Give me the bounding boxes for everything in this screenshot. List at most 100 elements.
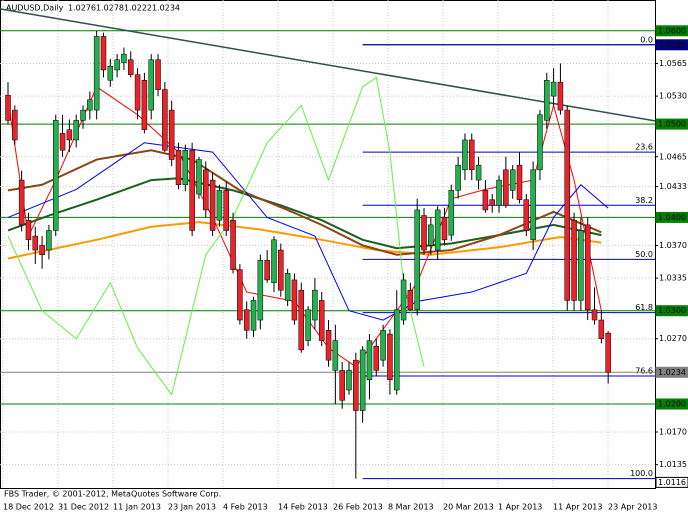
candle-body xyxy=(318,300,325,341)
candle-body xyxy=(257,260,264,321)
price-box xyxy=(655,39,688,51)
candle-body xyxy=(373,345,380,371)
candle-body xyxy=(359,349,366,411)
candle-body xyxy=(278,249,284,291)
candle-body xyxy=(216,190,223,221)
candle-body xyxy=(400,279,407,321)
candle-body xyxy=(80,109,86,121)
y-tick-label: 1.0370 xyxy=(659,241,687,250)
candle-body xyxy=(523,199,530,231)
candle-body xyxy=(5,94,11,121)
candle-body xyxy=(598,319,605,339)
candle-body xyxy=(407,289,414,311)
fib-label: 61.8 xyxy=(635,303,653,312)
indicator-line xyxy=(7,149,602,256)
y-tick-label: 1.0270 xyxy=(659,334,687,343)
fib-label: 76.6 xyxy=(635,367,653,376)
candle-body xyxy=(353,359,359,411)
header-open: 1.0276 xyxy=(68,4,96,13)
plot-frame xyxy=(0,0,656,489)
price-box xyxy=(655,211,688,223)
price-box-label: 1.0500 xyxy=(658,120,686,129)
candle-body xyxy=(141,79,148,130)
candle-body xyxy=(12,109,18,141)
candle-body xyxy=(271,239,277,283)
candle-body xyxy=(584,224,591,311)
y-tick-label: 1.0335 xyxy=(659,274,687,283)
candle-body xyxy=(128,59,134,75)
candle-body xyxy=(550,81,557,97)
candle-body xyxy=(332,340,339,371)
candle-body xyxy=(298,289,305,351)
candle-body xyxy=(387,333,393,381)
price-box-label: 1.0300 xyxy=(658,306,686,315)
candle-body xyxy=(434,209,441,251)
candle-body xyxy=(168,109,175,160)
x-tick-label: 23 Jan 2013 xyxy=(168,503,216,512)
candle-body xyxy=(578,230,584,301)
price-box xyxy=(655,25,688,37)
candle-body xyxy=(25,219,32,241)
price-box xyxy=(655,398,688,410)
candle-body xyxy=(196,159,202,195)
price-box xyxy=(655,476,688,488)
candle-body xyxy=(291,279,298,321)
x-tick-label: 4 Feb 2013 xyxy=(223,503,268,512)
x-tick-label: 8 Mar 2013 xyxy=(388,503,434,512)
candle-body xyxy=(134,74,141,111)
candle-body xyxy=(475,164,482,181)
candle-body xyxy=(312,289,318,321)
candle-body xyxy=(203,169,209,211)
price-box-label: 1.0234 xyxy=(658,368,686,377)
candle-body xyxy=(32,235,39,251)
candle-body xyxy=(509,169,516,191)
x-tick-label: 18 Dec 2012 xyxy=(3,503,54,512)
candle-body xyxy=(455,164,461,191)
candle-body xyxy=(564,109,570,301)
candle-body xyxy=(346,370,352,391)
candle-body xyxy=(591,309,598,321)
indicator-line xyxy=(7,221,602,260)
y-tick-label: 1.0465 xyxy=(659,152,687,161)
candle-body xyxy=(230,219,236,270)
candle-body xyxy=(489,199,495,206)
candle-body xyxy=(544,79,550,121)
price-box-label: 1.0585 xyxy=(658,40,686,49)
candle-body xyxy=(448,190,455,236)
candle-body xyxy=(66,129,73,141)
candle-body xyxy=(182,149,189,185)
fib-label: 0.0 xyxy=(640,35,653,44)
fib-label: 23.6 xyxy=(635,143,653,152)
candle-body xyxy=(18,179,25,226)
price-box xyxy=(655,118,688,130)
candle-body xyxy=(189,149,195,231)
indicator-line xyxy=(7,177,602,250)
candle-body xyxy=(571,219,577,301)
candle-body xyxy=(462,139,468,171)
header-high: 1.0278 xyxy=(96,4,124,13)
candle-body xyxy=(237,269,243,321)
y-tick-label: 1.0565 xyxy=(659,59,687,68)
candle-body xyxy=(305,309,311,341)
candle-body xyxy=(441,217,448,241)
candle-body xyxy=(496,179,502,206)
candle-body xyxy=(516,164,523,200)
price-box-label: 1.0116 xyxy=(658,478,686,487)
candle-body xyxy=(52,120,59,231)
candle-body xyxy=(46,230,52,251)
x-tick-label: 11 Jan 2013 xyxy=(113,503,161,512)
candle-body xyxy=(148,59,154,111)
indicator-line xyxy=(7,142,609,321)
candle-body xyxy=(121,53,127,63)
price-box-label: 1.0400 xyxy=(658,213,686,222)
x-tick-label: 20 Mar 2013 xyxy=(443,503,494,512)
candle-body xyxy=(100,36,107,71)
x-tick-label: 23 Apr 2013 xyxy=(608,503,657,512)
candle-body xyxy=(469,139,475,171)
fib-label: 50.0 xyxy=(635,250,653,259)
chart-title: AUDUSD,Daily xyxy=(6,4,64,13)
candle-body xyxy=(366,340,373,381)
x-tick-label: 31 Dec 2012 xyxy=(58,503,109,512)
header-low: 1.0222 xyxy=(124,4,152,13)
